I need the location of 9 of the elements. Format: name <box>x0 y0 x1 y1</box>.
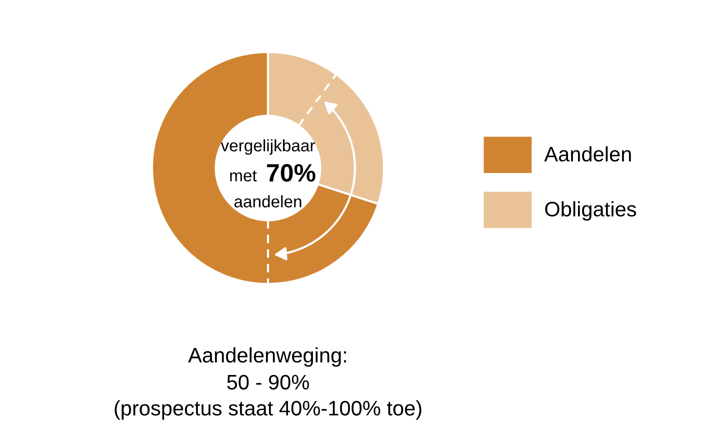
text: (prospectus staat 40%-100% toe) <box>114 400 422 420</box>
text: 50 - 90% <box>227 374 309 390</box>
text: met <box>230 170 257 182</box>
text: vergelijkbaar <box>220 139 315 155</box>
legend-label: Aandelen <box>544 146 631 162</box>
text: 70% <box>267 164 316 182</box>
legend-label: Obligaties <box>545 201 636 221</box>
text: Aandelenweging: <box>188 347 346 367</box>
text: aandelen <box>234 195 302 208</box>
